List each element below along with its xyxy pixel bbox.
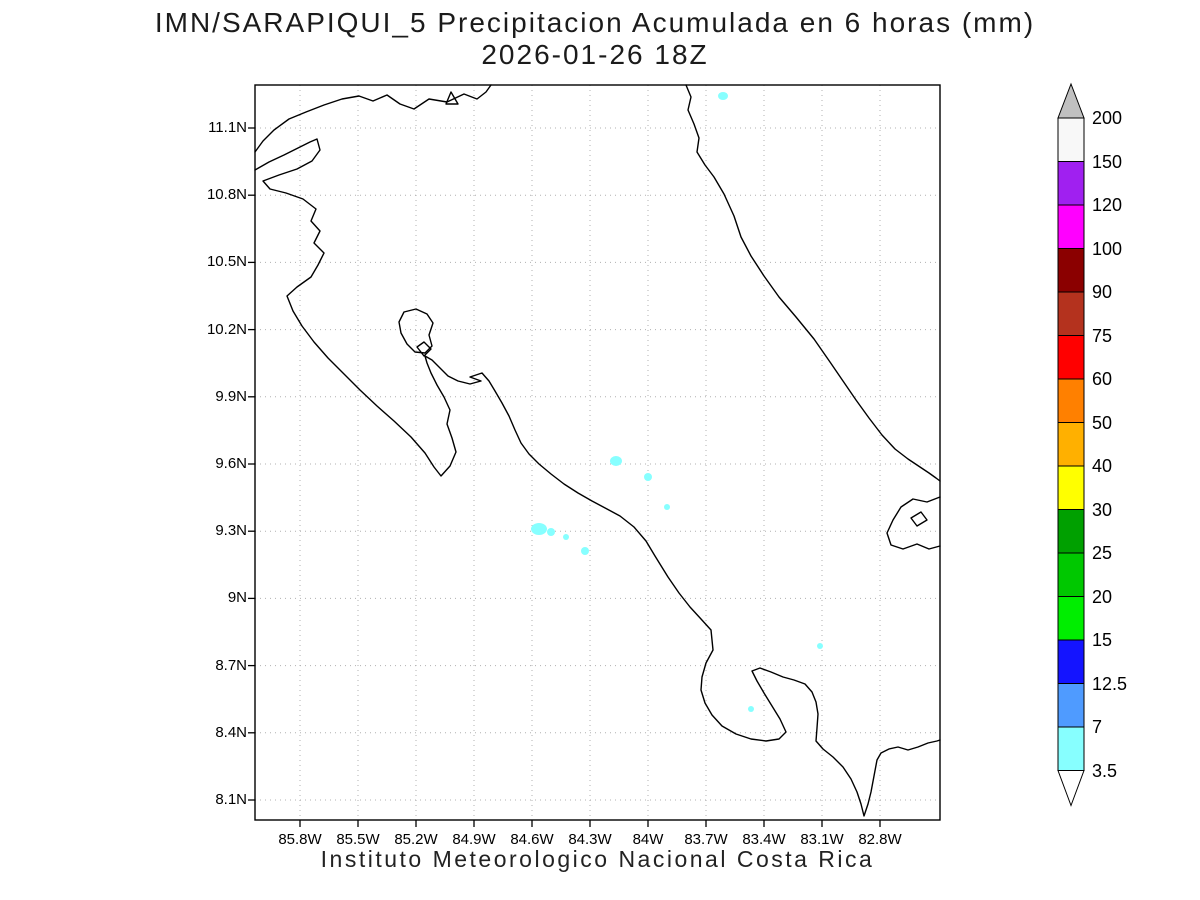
coastline-inland-lake-outer (398, 308, 434, 354)
colorbar-level-label: 20 (1092, 586, 1113, 607)
y-tick-label: 9.3N (215, 522, 247, 540)
precip-cell (610, 456, 622, 466)
grid-layer (255, 85, 940, 820)
plot-frame (254, 84, 941, 821)
precipitation-layer (531, 92, 823, 712)
x-tick-label: 83.1W (800, 831, 844, 848)
y-tick-label: 8.4N (215, 723, 247, 741)
x-tick-label: 85.2W (394, 831, 438, 848)
precip-cell (644, 473, 652, 481)
x-tick-label: 83.4W (742, 831, 786, 848)
y-tick-label: 8.1N (215, 791, 247, 808)
colorbar-box (1057, 639, 1085, 684)
coastline-inland-lake-inner (416, 341, 432, 357)
colorbar-box (1057, 204, 1085, 249)
y-tick-label: 10.2N (206, 320, 247, 338)
x-tick-label: 85.5W (336, 831, 380, 848)
y-tick-label: 9.9N (215, 387, 247, 405)
coastline-pacific-main (254, 138, 941, 817)
colorbar-box (1057, 117, 1085, 162)
colorbar-level-label: 30 (1092, 499, 1113, 520)
coastline-lake-island (445, 91, 459, 105)
colorbar-box (1057, 726, 1085, 771)
colorbar-level-label: 50 (1092, 412, 1113, 433)
y-tick-label: 10.8N (206, 186, 247, 204)
precip-cell (581, 547, 589, 555)
y-tick-label: 10.5N (206, 253, 247, 271)
colorbar-box (1057, 378, 1085, 423)
x-tick-label: 83.7W (684, 831, 728, 848)
colorbar-box (1057, 422, 1085, 467)
precip-cell (817, 643, 823, 649)
colorbar-level-label: 7 (1092, 717, 1103, 737)
coastline-bocas-bay (886, 496, 941, 550)
colorbar-level-label: 3.5 (1092, 760, 1118, 781)
y-tick-label: 9.6N (215, 455, 247, 472)
colorbar-level-label: 90 (1092, 282, 1113, 302)
x-tick-label: 84.3W (568, 831, 612, 848)
colorbar-box (1057, 509, 1085, 554)
colorbar-box (1057, 552, 1085, 597)
colorbar-level-label: 200 (1092, 108, 1123, 128)
colorbar-level-label: 12.5 (1092, 673, 1128, 694)
coastline-layer (254, 84, 941, 817)
y-tick-label: 9N (227, 589, 247, 607)
colorbar-level-label: 25 (1092, 543, 1113, 563)
colorbar-level-label: 15 (1092, 630, 1113, 650)
precip-cell (748, 706, 754, 712)
colorbar-level-label: 120 (1092, 195, 1123, 215)
colorbar-level-label: 60 (1092, 369, 1113, 389)
y-tick-label: 8.7N (215, 656, 247, 674)
axis-tick-layer (248, 127, 881, 827)
colorbar-box (1057, 683, 1085, 728)
coastline-caribbean (685, 84, 941, 482)
institution-footer: Instituto Meteorologico Nacional Costa R… (320, 846, 875, 872)
precip-cell (718, 92, 728, 100)
precip-cell (563, 534, 569, 540)
precip-cell (664, 504, 670, 510)
colorbar-box (1057, 248, 1085, 293)
colorbar-box (1057, 161, 1085, 206)
y-tick-label: 11.1N (208, 119, 247, 136)
precip-cell (531, 523, 547, 535)
coastline-lake-nicaragua-shore (254, 84, 492, 153)
plot-title: IMN/SARAPIQUI_5 Precipitacion Acumulada … (154, 7, 1036, 38)
x-tick-label: 82.8W (858, 831, 902, 848)
colorbar-level-label: 150 (1092, 151, 1123, 172)
colorbar-level-label: 40 (1092, 456, 1113, 476)
colorbar-box (1057, 596, 1085, 641)
x-tick-label: 84.6W (510, 831, 554, 848)
coastline-bocas-island (910, 511, 928, 527)
plot-subtitle-datetime: 2026-01-26 18Z (481, 39, 709, 70)
precip-cell (547, 528, 555, 536)
colorbar-level-label: 100 (1092, 238, 1123, 259)
colorbar-box (1057, 291, 1085, 336)
colorbar-box (1057, 465, 1085, 510)
colorbar-box (1057, 335, 1085, 380)
colorbar (1057, 82, 1085, 807)
x-tick-label: 84.9W (452, 831, 496, 848)
colorbar-over-arrow (1057, 82, 1085, 119)
colorbar-under-arrow (1057, 770, 1085, 807)
x-tick-label: 85.8W (278, 831, 322, 848)
colorbar-level-label: 75 (1092, 325, 1113, 346)
x-tick-label: 84W (632, 831, 664, 848)
